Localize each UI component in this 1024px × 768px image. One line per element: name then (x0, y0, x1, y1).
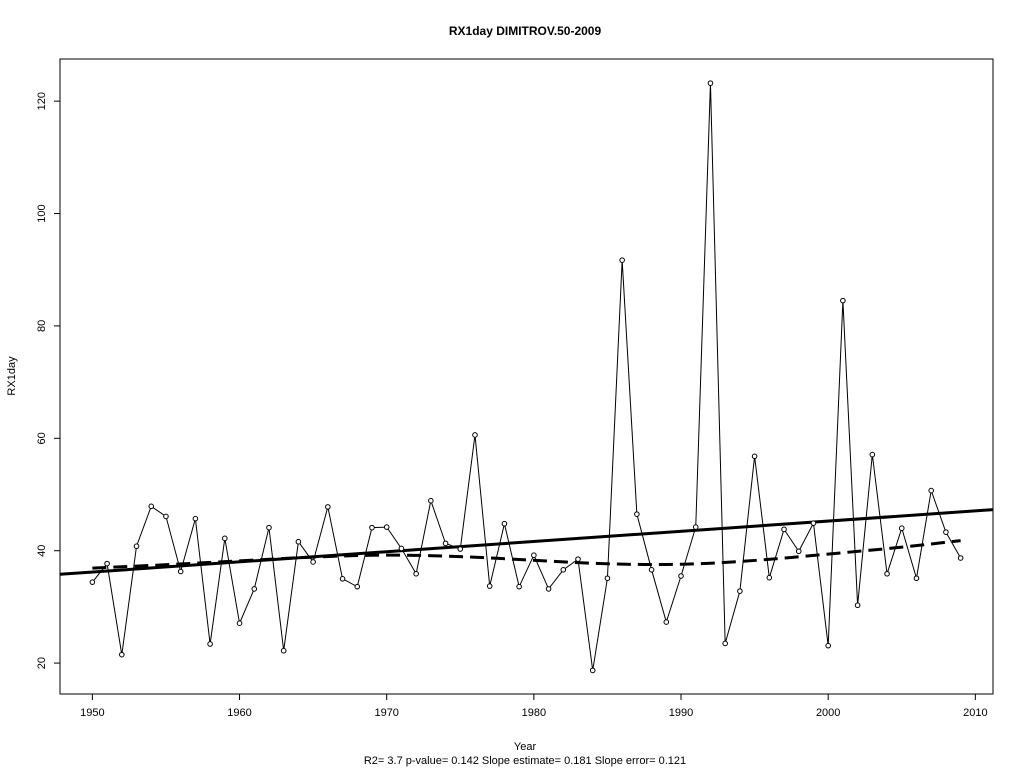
data-point (325, 504, 331, 510)
data-point (236, 620, 243, 626)
x-tick-label: 1960 (227, 707, 251, 719)
data-point (898, 525, 905, 532)
y-axis: 20 40 60 80 100 120 (36, 92, 60, 669)
y-axis-label: RX1day (6, 356, 18, 396)
data-point (781, 526, 787, 533)
data-point (795, 548, 802, 555)
data-point (884, 570, 890, 577)
data-point (266, 524, 272, 531)
data-point (604, 575, 611, 582)
data-point (310, 559, 316, 565)
data-point (531, 552, 537, 558)
x-tick-label: 1970 (374, 707, 398, 719)
data-point (104, 560, 110, 567)
x-tick-label: 1980 (522, 707, 546, 719)
linear-trend-line (60, 508, 993, 576)
data-point (589, 667, 596, 674)
data-point (560, 567, 567, 573)
data-point (89, 579, 96, 585)
data-point (428, 497, 434, 504)
data-point (163, 513, 169, 520)
data-point (810, 520, 817, 526)
data-point (295, 538, 302, 545)
data-point (634, 511, 640, 517)
data-point (472, 432, 478, 438)
data-point (413, 570, 419, 577)
data-point (545, 586, 552, 592)
data-point (663, 619, 670, 625)
data-point (383, 524, 390, 530)
y-tick-label: 40 (36, 545, 48, 557)
data-point (148, 503, 155, 510)
data-point (339, 576, 346, 582)
chart-title: RX1day DIMITROV.50-2009 (449, 24, 602, 38)
data-point (398, 545, 405, 552)
rx1day-series-line (91, 83, 962, 671)
data-point (442, 540, 449, 547)
data-point (619, 257, 625, 263)
regression-summary: R2= 3.7 p-value= 0.142 Slope estimate= 0… (364, 755, 686, 767)
data-point (943, 529, 949, 535)
data-point (119, 651, 125, 658)
data-point (207, 641, 213, 647)
data-point (678, 573, 684, 579)
data-point (648, 567, 655, 573)
data-point (913, 575, 920, 582)
data-point (501, 520, 508, 527)
data-point (707, 80, 714, 86)
plot-area (60, 80, 993, 674)
data-point (840, 297, 846, 304)
data-point (766, 574, 773, 581)
y-tick-label: 20 (36, 657, 48, 669)
x-axis-label: Year (514, 741, 537, 753)
data-point (251, 586, 258, 592)
data-point (516, 583, 522, 590)
y-tick-label: 120 (36, 92, 48, 110)
data-point (575, 556, 581, 562)
data-point (457, 546, 464, 552)
data-point (928, 487, 934, 494)
x-tick-label: 1950 (80, 707, 104, 719)
data-point (737, 588, 743, 594)
y-tick-label: 100 (36, 204, 48, 222)
smoothed-trend-line (92, 539, 961, 570)
x-axis: 1950 1960 1970 1980 1990 2000 2010 (80, 694, 988, 719)
data-point (369, 524, 375, 531)
data-point (177, 568, 184, 575)
data-point (751, 453, 758, 460)
data-point (192, 515, 199, 522)
data-point (854, 602, 861, 609)
data-point (957, 555, 964, 561)
data-point (692, 524, 699, 530)
plot-frame (59, 58, 994, 695)
x-tick-label: 1990 (669, 707, 693, 719)
data-point (722, 640, 728, 647)
data-point (825, 642, 831, 649)
x-tick-label: 2000 (816, 707, 840, 719)
data-point (486, 583, 493, 589)
y-tick-label: 80 (36, 320, 48, 332)
data-point (280, 647, 287, 654)
x-tick-label: 2010 (963, 707, 987, 719)
data-point (133, 543, 140, 550)
data-point (354, 583, 361, 590)
data-point (222, 535, 228, 542)
data-point (869, 451, 876, 458)
y-tick-label: 60 (36, 432, 48, 444)
